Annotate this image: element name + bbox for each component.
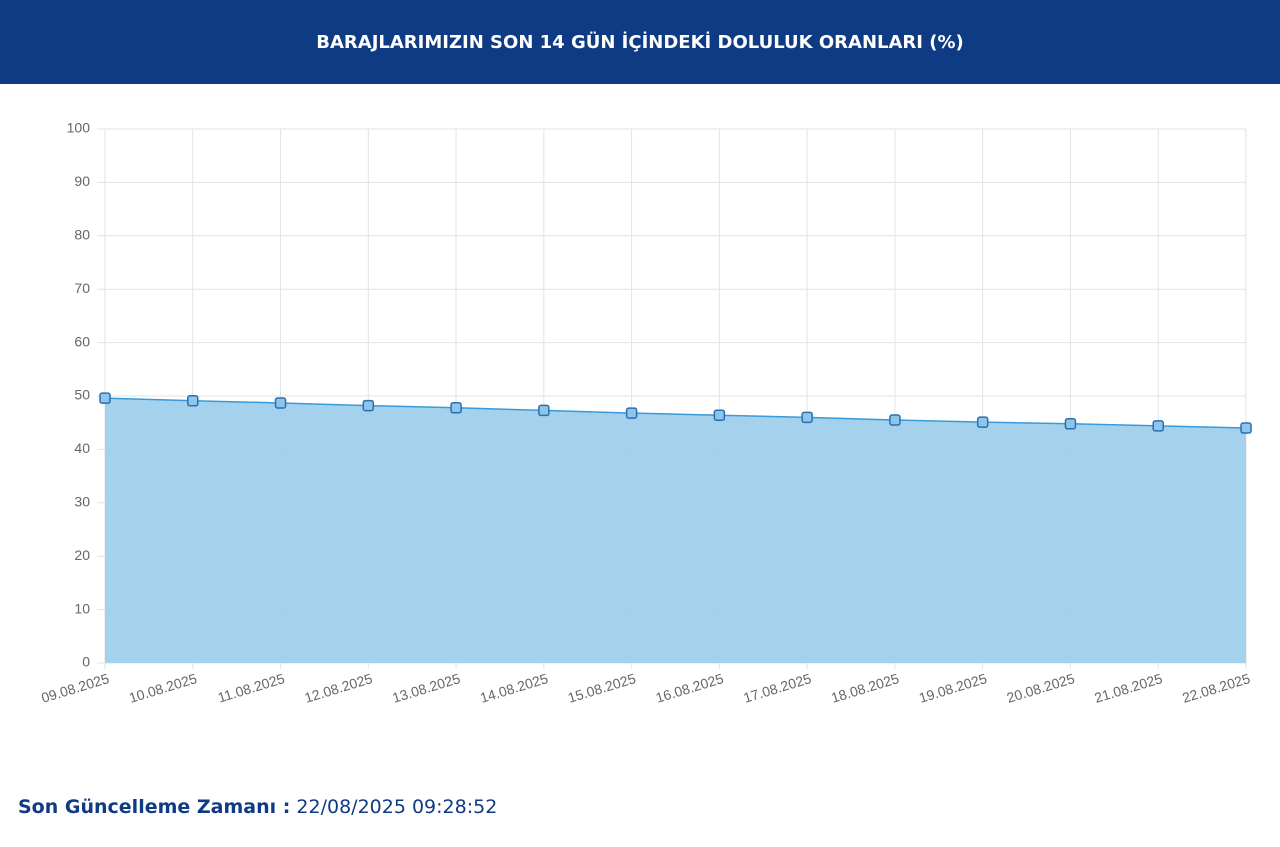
x-tick-label: 15.08.2025 bbox=[566, 670, 638, 706]
y-tick-label: 60 bbox=[74, 333, 90, 349]
y-tick-label: 30 bbox=[74, 494, 90, 510]
x-tick-label: 18.08.2025 bbox=[829, 670, 901, 706]
x-tick-label: 20.08.2025 bbox=[1005, 670, 1077, 706]
point-marker bbox=[1152, 420, 1164, 432]
x-tick-label: 12.08.2025 bbox=[303, 670, 375, 706]
x-tick-label: 11.08.2025 bbox=[216, 670, 287, 706]
point-marker bbox=[450, 401, 462, 414]
x-tick-label: 13.08.2025 bbox=[390, 670, 462, 706]
x-tick-label: 09.08.2025 bbox=[39, 670, 111, 706]
point-marker bbox=[99, 392, 111, 404]
footer-label: Son Güncelleme Zamanı : bbox=[18, 796, 291, 818]
x-tick-label: 21.08.2025 bbox=[1092, 670, 1164, 706]
y-tick-label: 100 bbox=[67, 120, 91, 136]
x-tick-label: 16.08.2025 bbox=[654, 670, 726, 706]
point-marker bbox=[801, 411, 813, 424]
chart: 0 10 20 30 40 50 60 70 80 90 100 09.08.2025 10.08.20… bbox=[39, 120, 1252, 706]
y-tick-label: 10 bbox=[74, 600, 90, 616]
point-marker bbox=[625, 407, 638, 419]
point-marker bbox=[889, 414, 901, 426]
line bbox=[104, 397, 1247, 429]
x-tick-label: 22.08.2025 bbox=[1180, 670, 1252, 706]
point-marker bbox=[362, 399, 375, 412]
y-tick-label: 90 bbox=[74, 173, 90, 189]
x-tick-label: 14.08.2025 bbox=[478, 670, 550, 706]
footer: Son Güncelleme Zamanı : 22/08/2025 09:28… bbox=[18, 796, 497, 818]
footer-value: 22/08/2025 09:28:52 bbox=[296, 796, 498, 818]
y-tick-label: 50 bbox=[74, 387, 90, 403]
point-marker bbox=[187, 395, 199, 407]
point-marker bbox=[976, 416, 989, 428]
point-marker bbox=[274, 397, 287, 409]
x-tick-label: 19.08.2025 bbox=[917, 670, 989, 706]
header-title: BARAJLARIMIZIN SON 14 GÜN İÇİNDEKİ DOLUL… bbox=[0, 0, 1280, 84]
y-tick-label: 40 bbox=[74, 440, 90, 456]
point-marker bbox=[1240, 422, 1252, 434]
point-marker bbox=[713, 409, 726, 421]
point-marker bbox=[538, 404, 550, 417]
y-tick-label: 20 bbox=[74, 547, 90, 563]
y-tick-label: 80 bbox=[74, 227, 90, 243]
y-tick-label: 70 bbox=[74, 280, 90, 296]
x-tick-label: 10.08.2025 bbox=[127, 670, 199, 706]
area-fill bbox=[105, 398, 1246, 663]
x-tick-label: 17.08.2025 bbox=[741, 670, 813, 706]
point-marker bbox=[1064, 418, 1077, 430]
y-tick-label: 0 bbox=[82, 654, 90, 670]
